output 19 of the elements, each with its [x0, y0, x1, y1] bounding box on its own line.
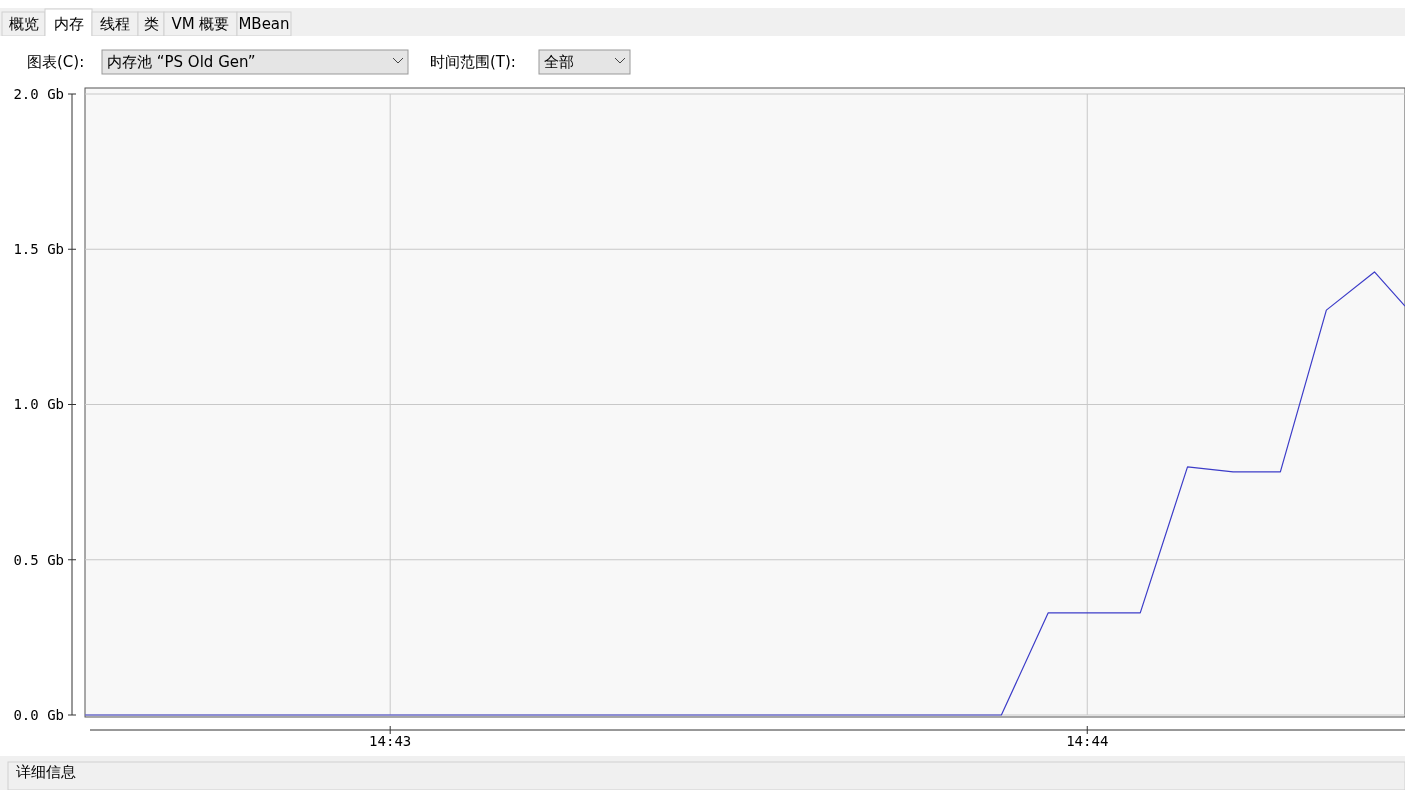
- text: MBean: [238, 15, 290, 33]
- text: 内存池 “PS Old Gen”: [107, 53, 256, 71]
- y-tick-label: 1.5 Gb: [13, 241, 64, 258]
- text: VM 概要: [171, 15, 230, 33]
- y-tick-label: 2.0 Gb: [13, 85, 64, 102]
- text: 时间范围(T):: [430, 53, 516, 71]
- text: 内存: [53, 15, 84, 33]
- line-series: [84, 271, 1405, 716]
- text: 线程: [100, 15, 130, 33]
- y-tick-label: 0.5 Gb: [13, 551, 64, 568]
- text: 全部: [544, 53, 574, 71]
- text: 概览: [8, 15, 39, 33]
- text: 详细信息: [16, 763, 76, 781]
- x-tick-label: 14:44: [1066, 733, 1109, 749]
- x-tick-label: 14:43: [369, 733, 412, 749]
- text: 图表(C):: [27, 53, 85, 71]
- text: 类: [143, 15, 159, 33]
- y-tick-label: 0.0 Gb: [13, 706, 64, 723]
- y-tick-label: 1.0 Gb: [13, 396, 64, 413]
